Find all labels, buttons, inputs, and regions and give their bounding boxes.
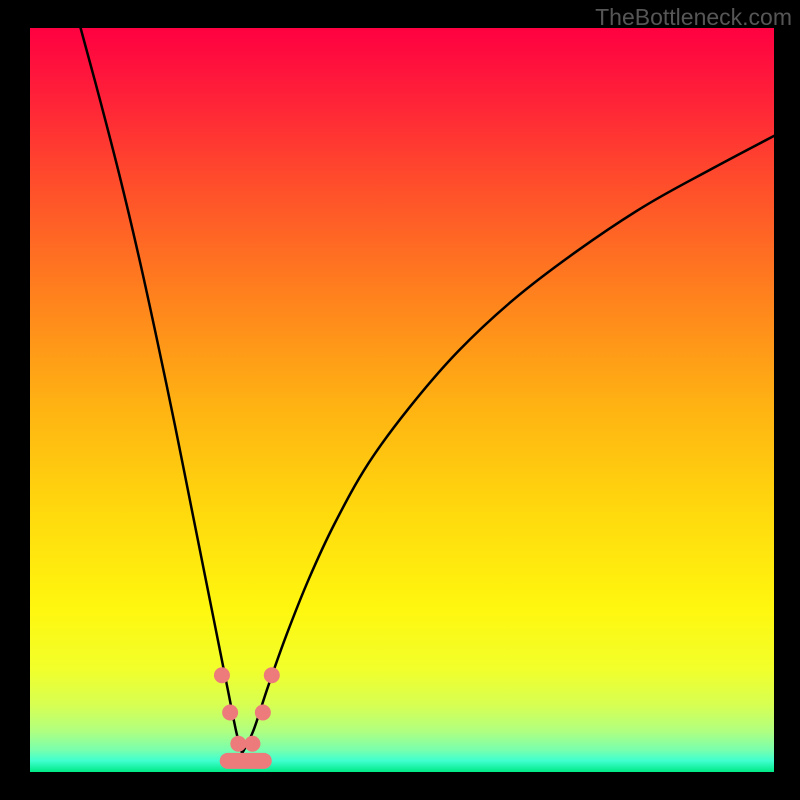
marker-band xyxy=(220,753,272,769)
watermark-text: TheBottleneck.com xyxy=(595,4,792,31)
marker-dot xyxy=(244,736,260,752)
chart-svg xyxy=(0,0,800,800)
chart-container: TheBottleneck.com xyxy=(0,0,800,800)
marker-dot xyxy=(214,667,230,683)
curve-right-branch xyxy=(242,136,774,754)
marker-dot xyxy=(264,667,280,683)
marker-dot xyxy=(222,704,238,720)
marker-dot xyxy=(255,704,271,720)
marker-dot xyxy=(230,736,246,752)
curve-left-branch xyxy=(81,28,242,753)
